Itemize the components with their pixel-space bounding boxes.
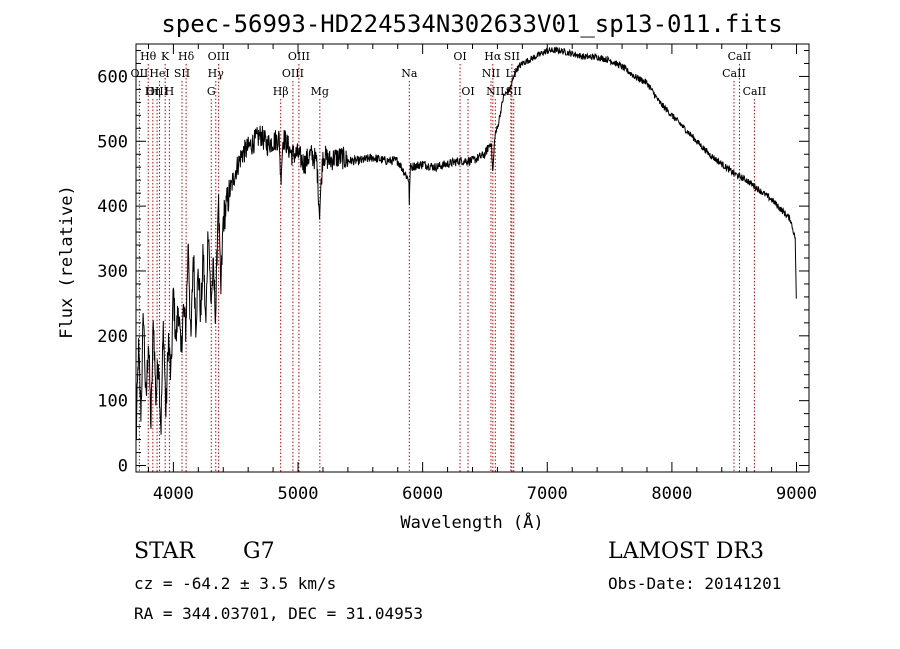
spectral-line-label: G bbox=[207, 85, 216, 98]
spectral-line-label: Mg bbox=[311, 85, 329, 98]
object-subclass: G7 bbox=[243, 539, 275, 564]
spectral-line-markers bbox=[138, 64, 755, 472]
x-tick-label: 6000 bbox=[402, 484, 443, 504]
spectral-line-label: Li bbox=[505, 67, 516, 80]
spectral-line-label: K bbox=[161, 50, 170, 63]
chart-title: spec-56993-HD224534N302633V01_sp13-011.f… bbox=[161, 10, 782, 38]
spectrum-series-line bbox=[135, 46, 797, 441]
spectral-line-label: NII bbox=[486, 85, 504, 98]
y-tick-label: 200 bbox=[97, 327, 128, 347]
sky-coordinates: RA = 344.03701, DEC = 31.04953 bbox=[134, 604, 423, 623]
spectral-line-labels: Hθ OII OIII K HeI Hη H Hδ SII OIII Hγ G OIII OIII Hβ Mg… bbox=[131, 50, 767, 98]
spectral-line-label: Hβ bbox=[273, 85, 289, 98]
y-tick-label: 400 bbox=[97, 197, 128, 217]
survey-name: LAMOST DR3 bbox=[608, 539, 764, 564]
spectral-line-label: Hδ bbox=[178, 50, 195, 63]
spectral-line-label: SII bbox=[174, 67, 190, 80]
spectral-line-label: CaII bbox=[722, 67, 746, 80]
spectral-line-label: CaII bbox=[743, 85, 767, 98]
spectral-line-label: OIII bbox=[208, 50, 230, 63]
y-tick-label: 100 bbox=[97, 392, 128, 412]
x-tick-label: 7000 bbox=[527, 484, 568, 504]
redshift-velocity: cz = -64.2 ± 3.5 km/s bbox=[134, 574, 336, 593]
x-tick-label: 4000 bbox=[153, 484, 194, 504]
x-axis-ticks: 4000 5000 6000 7000 8000 9000 bbox=[147, 44, 817, 504]
spectral-line-label: OIII bbox=[282, 67, 304, 80]
y-tick-label: 600 bbox=[97, 67, 128, 87]
object-class: STAR bbox=[134, 539, 196, 564]
spectral-line-label: Hα bbox=[484, 50, 502, 63]
spectral-line-label: OI bbox=[461, 85, 474, 98]
spectral-line-label: HeI bbox=[149, 67, 169, 80]
spectral-line-label: Hη bbox=[145, 85, 161, 98]
x-tick-label: 9000 bbox=[776, 484, 817, 504]
spectral-line-label: Hθ bbox=[140, 50, 157, 63]
y-tick-label: 500 bbox=[97, 132, 128, 152]
spectral-line-label: OIII bbox=[288, 50, 310, 63]
spectral-line-label: NII bbox=[482, 67, 500, 80]
y-axis-ticks: 0 100 200 300 400 500 600 bbox=[97, 49, 809, 477]
observation-date: Obs-Date: 20141201 bbox=[608, 574, 781, 593]
x-tick-label: 5000 bbox=[278, 484, 319, 504]
spectral-line-label: Hγ bbox=[208, 67, 225, 80]
spectral-line-label: Na bbox=[401, 67, 418, 80]
x-tick-label: 8000 bbox=[651, 484, 692, 504]
x-axis-label: Wavelength (Å) bbox=[400, 511, 543, 533]
y-axis-label: Flux (relative) bbox=[57, 185, 77, 339]
spectral-line-label: OII bbox=[131, 67, 149, 80]
y-tick-label: 0 bbox=[118, 457, 128, 477]
spectral-line-label: OI bbox=[453, 50, 466, 63]
spectral-line-label: H bbox=[165, 85, 175, 98]
spectral-line-label: CaII bbox=[728, 50, 752, 63]
spectral-line-label: OIII bbox=[146, 85, 168, 98]
plot-frame bbox=[135, 43, 810, 473]
y-tick-label: 300 bbox=[97, 262, 128, 282]
spectral-line-label: SII bbox=[504, 50, 520, 63]
